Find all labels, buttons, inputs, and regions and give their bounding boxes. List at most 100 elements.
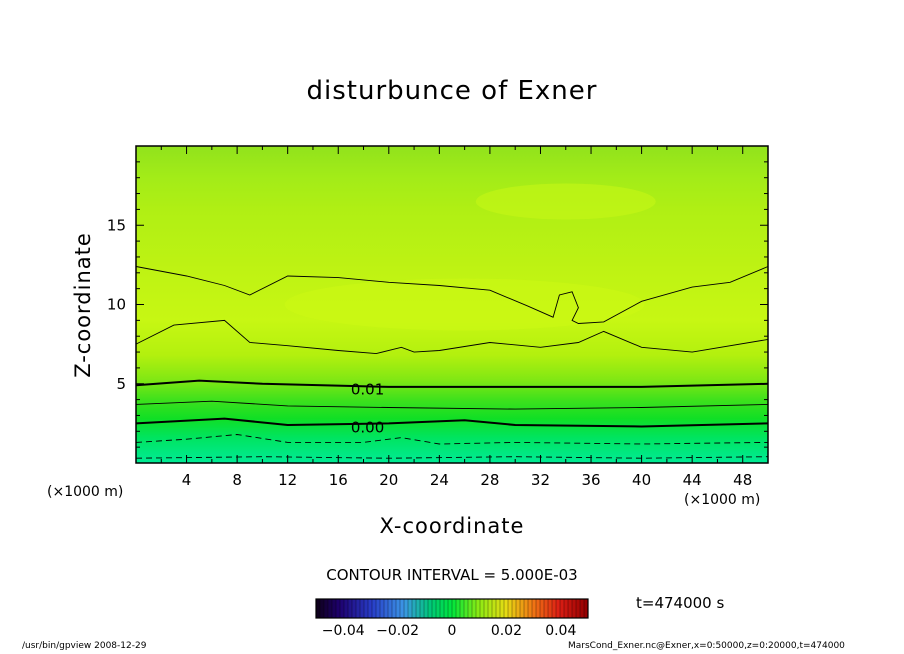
colorbar-cell: [428, 599, 433, 618]
y-axis-label: Z-coordinate: [71, 232, 95, 378]
x-axis-label: X-coordinate: [379, 514, 525, 538]
colorbar-cell: [356, 599, 361, 618]
contour-line: [135, 379, 769, 388]
colorbar-cell: [368, 599, 373, 618]
colorbar-cell: [432, 599, 437, 618]
colorbar-cell: [396, 599, 401, 618]
x-axis-unit-left: (×1000 m): [47, 484, 124, 500]
colorbar-cell: [528, 599, 533, 618]
x-tick-label: 36: [581, 471, 600, 489]
colorbar-cell: [440, 599, 445, 618]
chart-title: disturbunce of Exner: [306, 76, 598, 106]
x-axis-unit-right: (×1000 m): [684, 492, 761, 508]
footer-file-info: MarsCond_Exner.nc@Exner,x=0:50000,z=0:20…: [568, 641, 845, 651]
colorbar-cell: [420, 599, 425, 618]
contour-line: [135, 456, 769, 459]
colorbar-cell: [584, 599, 589, 618]
colorbar-cell: [456, 599, 461, 618]
colorbar-cell: [564, 599, 569, 618]
colorbar-cell: [488, 599, 493, 618]
colorbar: −0.04 −0.02 0 0.02 0.04: [315, 598, 589, 639]
colorbar-cell: [492, 599, 497, 618]
colorbar-cell: [436, 599, 441, 618]
colorbar-cell: [388, 599, 393, 618]
colorbar-cell: [332, 599, 337, 618]
colorbar-tick-label: 0: [448, 623, 457, 639]
colorbar-cell: [480, 599, 485, 618]
colorbar-cell: [376, 599, 381, 618]
colorbar-cell: [452, 599, 457, 618]
colorbar-cell: [340, 599, 345, 618]
colorbar-cell: [572, 599, 577, 618]
colorbar-cell: [360, 599, 365, 618]
colorbar-cell: [520, 599, 525, 618]
colorbar-cell: [576, 599, 581, 618]
field-patch: [284, 278, 645, 331]
colorbar-cell: [364, 599, 369, 618]
x-tick-label: 44: [683, 471, 702, 489]
colorbar-tick-label: 0.02: [491, 623, 522, 639]
y-tick-label: 5: [116, 375, 126, 393]
y-tick-label: 10: [107, 296, 126, 314]
colorbar-cell: [392, 599, 397, 618]
colorbar-cell: [384, 599, 389, 618]
x-tick-label: 24: [430, 471, 449, 489]
colorbar-cell: [504, 599, 509, 618]
contour-line: [135, 266, 769, 324]
time-label: t=474000 s: [636, 594, 725, 612]
colorbar-cell: [472, 599, 477, 618]
colorbar-cell: [400, 599, 405, 618]
colorbar-cell: [444, 599, 449, 618]
colorbar-cell: [404, 599, 409, 618]
colorbar-cell: [464, 599, 469, 618]
x-tick-label: 8: [232, 471, 242, 489]
colorbar-cell: [324, 599, 329, 618]
colorbar-cell: [552, 599, 557, 618]
x-tick-label: 32: [531, 471, 550, 489]
contour-line: [135, 434, 769, 445]
colorbar-cell: [532, 599, 537, 618]
colorbar-cell: [408, 599, 413, 618]
colorbar-cell: [536, 599, 541, 618]
colorbar-cell: [328, 599, 333, 618]
colorbar-cell: [484, 599, 489, 618]
contour-label: 0.00: [351, 419, 384, 437]
colorbar-cell: [500, 599, 505, 618]
colorbar-cell: [560, 599, 565, 618]
colorbar-cell: [424, 599, 429, 618]
x-tick-label: 16: [329, 471, 348, 489]
colorbar-cell: [544, 599, 549, 618]
colorbar-cell: [380, 599, 385, 618]
colorbar-cell: [476, 599, 481, 618]
colorbar-cell: [416, 599, 421, 618]
contour-line: [135, 319, 769, 355]
colorbar-cell: [460, 599, 465, 618]
colorbar-cell: [412, 599, 417, 618]
colorbar-tick-label: 0.04: [545, 623, 576, 639]
colorbar-cell: [352, 599, 357, 618]
x-tick-label: 48: [733, 471, 752, 489]
colorbar-cell: [348, 599, 353, 618]
colorbar-cell: [320, 599, 325, 618]
field-patch: [475, 183, 656, 220]
x-tick-label: 4: [182, 471, 192, 489]
colorbar-cell: [468, 599, 473, 618]
footer-program-date: /usr/bin/gpview 2008-12-29: [22, 641, 147, 651]
colorbar-cell: [372, 599, 377, 618]
colorbar-tick-label: −0.02: [376, 623, 419, 639]
colorbar-cell: [524, 599, 529, 618]
colorbar-cell: [336, 599, 341, 618]
x-tick-label: 12: [278, 471, 297, 489]
colorbar-cell: [448, 599, 453, 618]
x-tick-label: 28: [480, 471, 499, 489]
colorbar-cell: [516, 599, 521, 618]
contour-interval-label: CONTOUR INTERVAL = 5.000E-03: [326, 566, 578, 584]
colorbar-cell: [344, 599, 349, 618]
contour-line: [135, 417, 769, 428]
colorbar-frame: [315, 598, 589, 619]
x-tick-label: 20: [379, 471, 398, 489]
colorbar-cell: [496, 599, 501, 618]
colorbar-cell: [540, 599, 545, 618]
